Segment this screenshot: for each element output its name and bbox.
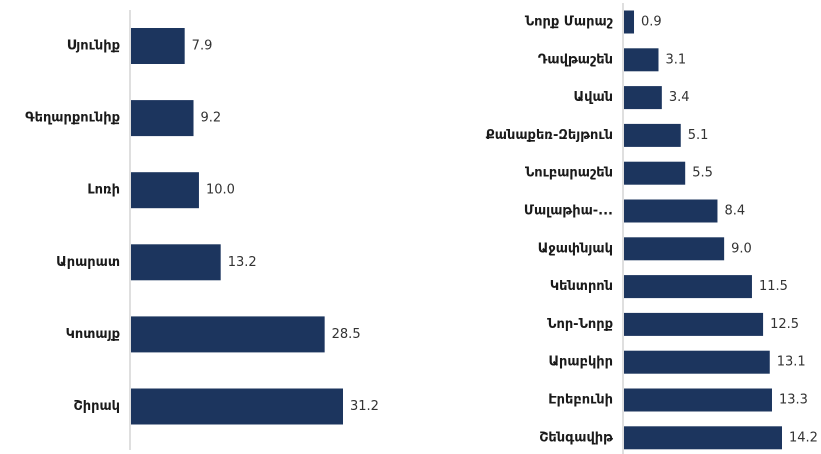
value-label: 10.0 [206, 183, 235, 198]
category-label: Լոռի [87, 183, 120, 198]
value-label: 9.2 [201, 111, 222, 126]
value-label: 5.5 [692, 166, 713, 181]
category-label: Ավան [574, 90, 613, 105]
category-label: Գեղարքունիք [25, 111, 120, 126]
value-label: 7.9 [192, 39, 213, 54]
bar [131, 316, 325, 353]
bar [131, 28, 185, 64]
bar [131, 100, 194, 137]
value-label: 0.9 [641, 15, 662, 30]
bar [624, 312, 764, 336]
value-label: 12.5 [770, 317, 799, 332]
value-label: 5.1 [688, 128, 709, 143]
value-label: 3.1 [665, 52, 686, 67]
category-label: Կենտրոն [550, 279, 613, 294]
category-label: Նորք Մարաշ [525, 15, 613, 30]
category-label: Կոտայք [66, 327, 120, 342]
category-label: Մալաթիա-... [524, 204, 613, 219]
value-label: 9.0 [731, 241, 752, 256]
value-label: 3.4 [669, 90, 690, 105]
category-label: Շիրակ [74, 399, 120, 414]
category-label: Դավթաշեն [538, 52, 613, 67]
category-label: Արաբկիր [548, 355, 613, 370]
bar [131, 172, 199, 209]
category-label: Սյունիք [67, 39, 120, 54]
value-label: 14.2 [789, 430, 818, 445]
category-label: Քանաքեռ-Զեյթուն [486, 128, 613, 143]
category-label: Արարատ [56, 255, 120, 270]
bar [624, 161, 686, 185]
bar [624, 123, 681, 147]
category-label: Էրեբունի [548, 393, 613, 408]
bar [131, 244, 221, 281]
value-label: 31.2 [350, 399, 379, 414]
bar [624, 350, 770, 374]
bar [624, 10, 635, 34]
value-label: 13.2 [228, 255, 257, 270]
category-label: Աջափնյակ [538, 241, 613, 256]
value-label: 13.3 [779, 393, 808, 408]
bar [624, 275, 752, 299]
value-label: 13.1 [777, 355, 806, 370]
bar [131, 388, 343, 425]
bar [624, 237, 725, 261]
bar [624, 86, 662, 110]
value-label: 8.4 [724, 204, 745, 219]
value-label: 11.5 [759, 279, 788, 294]
bar [624, 48, 659, 72]
category-label: Շենգավիթ [539, 430, 613, 445]
category-label: Նուբարաշեն [525, 166, 613, 181]
bar [624, 426, 782, 450]
value-label: 28.5 [332, 327, 361, 342]
category-label: Նոր-Նորք [547, 317, 613, 332]
bar [624, 388, 772, 412]
bar [624, 199, 718, 223]
